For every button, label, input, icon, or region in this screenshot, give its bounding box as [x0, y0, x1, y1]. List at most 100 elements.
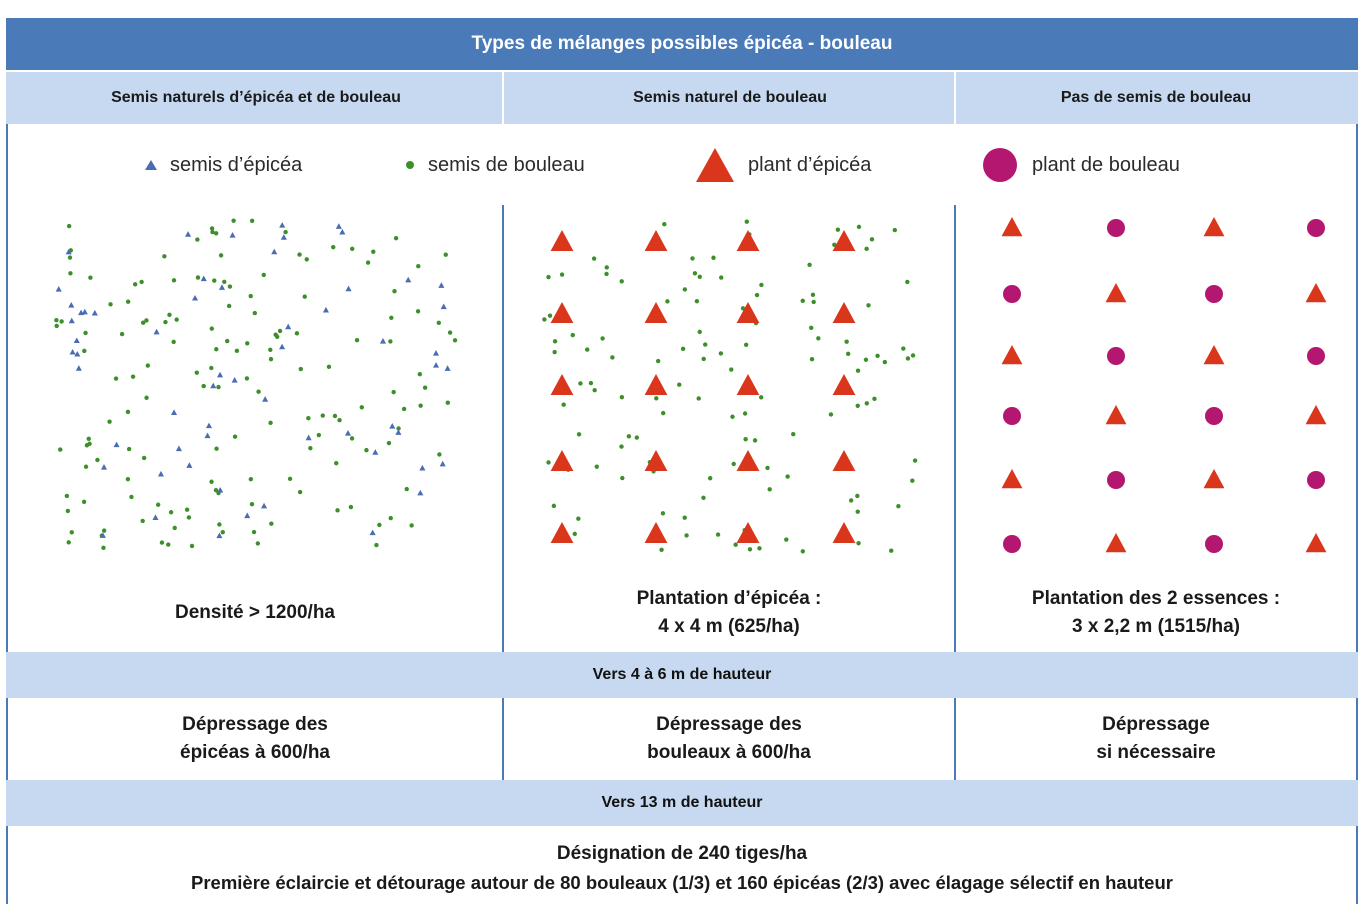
spruce-plant-mark — [832, 302, 856, 323]
birch-seedling-mark — [244, 376, 250, 381]
pattern-natural-mix — [52, 216, 460, 556]
column-header-band — [6, 72, 1358, 124]
legend-birch-seedling: semis de bouleau — [404, 145, 585, 185]
birch-seedling-mark — [800, 549, 806, 554]
birch-plant-mark — [1307, 471, 1325, 489]
birch-seedling-mark — [767, 487, 772, 492]
birch-seedling-mark — [54, 323, 59, 329]
birch-seedling-mark — [227, 284, 233, 289]
birch-seedling-mark — [785, 474, 790, 479]
birch-seedling-mark — [217, 522, 222, 527]
spruce-plant-mark — [550, 302, 574, 323]
birch-seedling-mark — [905, 356, 911, 361]
birch-seedling-mark — [251, 529, 257, 535]
birch-seedling-mark — [585, 347, 590, 352]
birch-seedling-mark — [388, 339, 393, 344]
birch-seedling-mark — [855, 509, 860, 514]
birch-seedling-mark — [682, 287, 688, 292]
birch-seedling-mark — [337, 417, 342, 423]
pattern-two-species-plantation — [998, 216, 1330, 556]
birch-seedling-mark — [697, 329, 702, 335]
birch-seedling-mark — [684, 533, 689, 538]
spruce-seedling-mark — [389, 423, 396, 429]
birch-seedling-mark — [578, 381, 583, 386]
birch-seedling-mark — [811, 299, 816, 305]
birch-seedling-mark — [144, 318, 149, 323]
spruce-seedling-mark — [261, 502, 268, 509]
spruce-plant-mark — [550, 230, 574, 251]
birch-seedling-mark — [316, 432, 322, 438]
spruce-seedling-mark — [100, 463, 108, 470]
birch-seedling-mark — [209, 326, 215, 331]
birch-seedling-mark — [731, 461, 736, 467]
birch-seedling-mark — [576, 432, 582, 437]
birch-seedling-mark — [159, 540, 165, 545]
action-thinning-spruce: Dépressage des épicéas à 600/ha — [8, 704, 502, 774]
spruce-seedling-mark — [69, 348, 76, 355]
birch-seedling-mark — [758, 395, 764, 400]
birch-seedling-mark — [388, 515, 393, 521]
spruce-plant-mark — [832, 374, 856, 395]
large-magenta-circle-icon — [983, 148, 1017, 182]
birch-seedling-mark — [67, 255, 73, 260]
spruce-plant-mark — [1305, 533, 1327, 553]
caption-natural-density: Densité > 1200/ha — [8, 582, 502, 644]
small-blue-triangle-icon — [145, 160, 157, 170]
birch-seedling-mark — [396, 426, 401, 431]
birch-seedling-mark — [268, 420, 273, 426]
birch-seedling-mark — [302, 294, 307, 299]
birch-seedling-mark — [690, 256, 695, 261]
birch-seedling-mark — [101, 528, 107, 533]
spruce-plant-mark — [1001, 217, 1023, 237]
birch-seedling-mark — [132, 282, 138, 287]
legend-label: plant de bouleau — [1032, 153, 1180, 176]
spruce-seedling-mark — [432, 349, 440, 356]
birch-seedling-mark — [752, 438, 758, 443]
birch-plant-mark — [1107, 471, 1125, 489]
birch-seedling-mark — [359, 405, 364, 410]
birch-seedling-mark — [719, 275, 724, 280]
birch-seedling-mark — [294, 331, 300, 336]
spruce-seedling-mark — [191, 294, 199, 301]
birch-seedling-mark — [701, 356, 706, 362]
birch-seedling-mark — [213, 231, 219, 236]
birch-seedling-mark — [222, 279, 227, 284]
birch-plant-mark — [1205, 407, 1223, 425]
birch-seedling-mark — [125, 476, 131, 482]
birch-seedling-mark — [682, 515, 687, 520]
birch-seedling-mark — [163, 319, 168, 325]
birch-seedling-mark — [594, 464, 599, 469]
spruce-seedling-mark — [185, 231, 192, 237]
birch-seedling-mark — [660, 511, 666, 516]
column-divider — [954, 72, 956, 124]
birch-seedling-mark — [283, 229, 288, 235]
birch-seedling-mark — [417, 371, 422, 377]
birch-seedling-mark — [304, 257, 309, 262]
birch-plant-mark — [1107, 347, 1125, 365]
spruce-seedling-mark — [216, 371, 224, 378]
birch-seedling-mark — [249, 218, 255, 224]
birch-seedling-mark — [189, 543, 195, 549]
column-divider — [954, 698, 956, 780]
birch-seedling-mark — [248, 477, 254, 482]
spruce-plant-mark — [644, 450, 668, 471]
birch-seedling-mark — [209, 479, 214, 484]
birch-seedling-mark — [273, 332, 278, 337]
birch-seedling-mark — [65, 508, 71, 514]
birch-seedling-mark — [844, 339, 849, 344]
birch-seedling-mark — [144, 395, 149, 400]
spruce-seedling-mark — [74, 350, 81, 357]
spruce-seedling-mark — [68, 317, 75, 324]
birch-seedling-mark — [377, 522, 382, 528]
birch-seedling-mark — [620, 475, 625, 481]
birch-seedling-mark — [220, 530, 225, 535]
birch-seedling-mark — [422, 385, 428, 390]
birch-seedling-mark — [810, 292, 816, 298]
birch-seedling-mark — [759, 282, 764, 288]
birch-seedling-mark — [287, 476, 293, 481]
first-thinning-text: Première éclaircie et détourage autour d… — [191, 872, 1173, 893]
spruce-plant-mark — [1203, 217, 1225, 237]
birch-seedling-mark — [335, 508, 340, 513]
birch-seedling-mark — [348, 504, 354, 510]
birch-seedling-mark — [95, 457, 100, 463]
